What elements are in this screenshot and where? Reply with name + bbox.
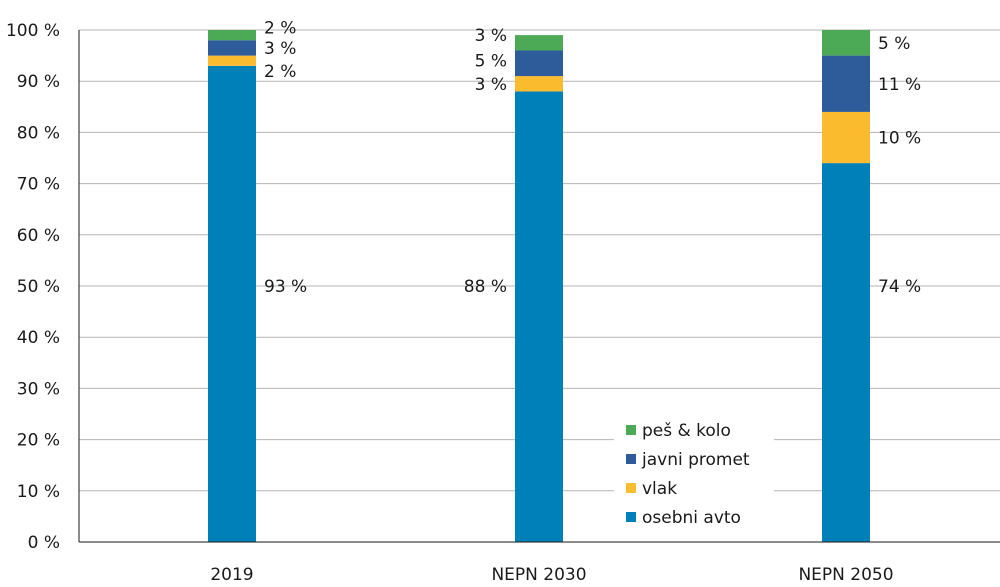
data-label: 3 % [475, 75, 507, 95]
data-label: 93 % [264, 277, 307, 297]
bar-segment [515, 35, 563, 51]
data-label: 10 % [878, 129, 921, 149]
legend-swatch [626, 483, 636, 493]
bar-segment [822, 30, 870, 56]
legend-label: osebni avto [642, 508, 741, 528]
data-label: 3 % [264, 39, 296, 59]
bar-segment [515, 76, 563, 92]
legend-background [614, 413, 774, 535]
y-tick-label: 40 % [17, 328, 60, 348]
y-axis-tick-labels: 0 % 10 % 20 % 30 % 40 % 50 % 60 % 70 % 80 % 90 % 1… [6, 21, 60, 553]
y-tick-label: 30 % [17, 379, 60, 399]
data-label: 2 % [264, 62, 296, 82]
y-tick-label: 20 % [17, 431, 60, 451]
legend-label: vlak [642, 479, 677, 499]
y-tick-label: 70 % [17, 175, 60, 195]
x-tick-label: 2019 [210, 565, 253, 585]
data-labels: 93 %2 %3 %2 %88 %3 %5 %3 %74 %10 %11 %5 … [264, 18, 921, 297]
bar-segment [208, 55, 256, 66]
data-label: 2 % [264, 18, 296, 38]
legend: peš & kolo javni promet vlak osebni avto [614, 413, 774, 535]
bar-segment [208, 30, 256, 41]
y-tick-label: 0 % [28, 533, 60, 553]
x-axis-tick-labels: 2019 NEPN 2030 NEPN 2050 [210, 565, 893, 585]
bar-segment [515, 91, 563, 542]
data-label: 88 % [464, 277, 507, 297]
bar-segment [822, 111, 870, 164]
legend-swatch [626, 425, 636, 435]
x-tick-label: NEPN 2030 [491, 565, 586, 585]
data-label: 3 % [475, 26, 507, 46]
y-tick-label: 80 % [17, 123, 60, 143]
bar-segment [515, 50, 563, 77]
y-tick-label: 100 % [6, 21, 60, 41]
bar-segment [822, 55, 870, 112]
data-label: 5 % [878, 34, 910, 54]
data-label: 74 % [878, 277, 921, 297]
data-label: 5 % [475, 52, 507, 72]
legend-swatch [626, 454, 636, 464]
bar-segment [208, 65, 256, 542]
y-tick-label: 90 % [17, 72, 60, 92]
y-tick-label: 60 % [17, 226, 60, 246]
legend-label: peš & kolo [642, 421, 731, 441]
data-label: 11 % [878, 75, 921, 95]
bar-segment [822, 163, 870, 542]
bar-segment [208, 40, 256, 56]
legend-swatch [626, 512, 636, 522]
x-tick-label: NEPN 2050 [798, 565, 893, 585]
legend-label: javni promet [641, 450, 750, 470]
bars [208, 30, 870, 542]
y-tick-label: 10 % [17, 482, 60, 502]
y-tick-label: 50 % [17, 277, 60, 297]
